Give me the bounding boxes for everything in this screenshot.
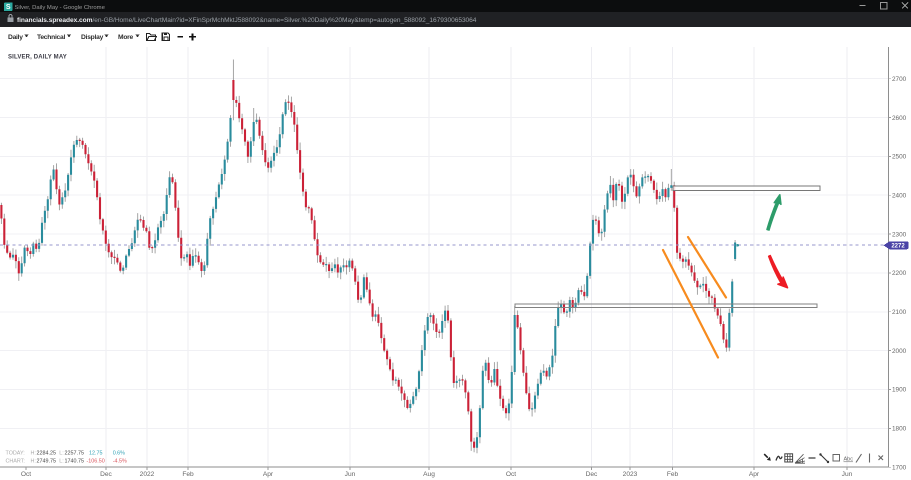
svg-text:2100: 2100 (892, 309, 907, 316)
svg-text:L:: L: (59, 451, 64, 457)
svg-text:2200: 2200 (892, 270, 907, 277)
svg-text:2500: 2500 (892, 154, 907, 161)
svg-text:2257.75: 2257.75 (65, 451, 85, 457)
svg-text:Feb: Feb (667, 471, 679, 478)
svg-text:Display: Display (81, 34, 104, 41)
svg-text:1900: 1900 (892, 387, 907, 394)
svg-text:H:: H: (31, 459, 36, 465)
svg-text:Daily: Daily (8, 34, 23, 41)
svg-text:H:: H: (31, 451, 36, 457)
svg-text:financials.spreadex.com/en-GB/: financials.spreadex.com/en-GB/Home/LiveC… (17, 17, 477, 24)
svg-text:-106.50: -106.50 (87, 459, 105, 465)
svg-text:Oct: Oct (21, 471, 31, 478)
svg-text:2284.25: 2284.25 (37, 451, 57, 457)
svg-text:SILVER, DAILY MAY: SILVER, DAILY MAY (8, 55, 67, 61)
svg-text:TODAY:: TODAY: (6, 451, 25, 457)
svg-text:CHART:: CHART: (6, 459, 25, 465)
svg-text:0.6%: 0.6% (113, 451, 125, 457)
svg-text:Silver, Daily May - Google Chr: Silver, Daily May - Google Chrome (15, 5, 106, 11)
svg-text:12.75: 12.75 (89, 451, 103, 457)
svg-text:Jun: Jun (842, 471, 853, 478)
svg-text:Aug: Aug (423, 471, 435, 478)
svg-text:2600: 2600 (892, 115, 907, 122)
svg-text:2700: 2700 (892, 76, 907, 83)
svg-text:2272: 2272 (891, 244, 905, 250)
svg-text:Abc: Abc (844, 457, 854, 463)
svg-text:Jun: Jun (345, 471, 356, 478)
svg-text:Technical: Technical (37, 34, 65, 41)
svg-text:Oct: Oct (506, 471, 516, 478)
svg-text:2300: 2300 (892, 231, 907, 238)
svg-text:1740.75: 1740.75 (65, 459, 85, 465)
svg-text:Apr: Apr (263, 471, 274, 478)
svg-text:S: S (6, 4, 11, 11)
svg-text:Dec: Dec (100, 471, 112, 478)
svg-text:2400: 2400 (892, 192, 907, 199)
svg-text:2023: 2023 (623, 471, 638, 478)
svg-text:Feb: Feb (182, 471, 194, 478)
svg-text:-4.5%: -4.5% (113, 459, 127, 465)
svg-text:2000: 2000 (892, 348, 907, 355)
svg-text:L:: L: (59, 459, 64, 465)
svg-text:2749.75: 2749.75 (37, 459, 57, 465)
svg-text:1700: 1700 (892, 464, 907, 471)
svg-text:More: More (118, 34, 134, 41)
svg-text:1800: 1800 (892, 426, 907, 433)
svg-text:2022: 2022 (140, 471, 155, 478)
svg-text:Apr: Apr (749, 471, 760, 478)
svg-text:Dec: Dec (586, 471, 598, 478)
